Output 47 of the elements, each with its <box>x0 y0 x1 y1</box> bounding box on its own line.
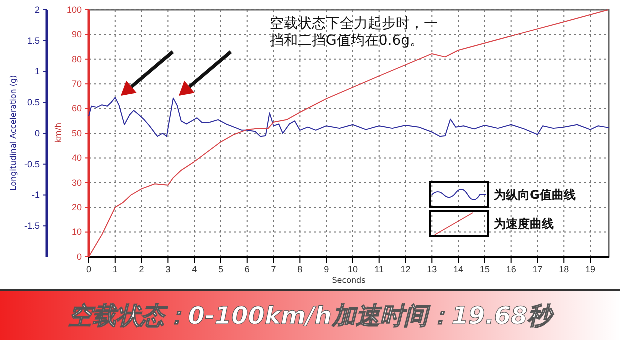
x-tick-label: 1 <box>112 264 118 274</box>
x-tick-label: 19 <box>586 264 596 274</box>
legend-label: 为速度曲线 <box>494 217 554 231</box>
annotation: 空载状态下全力起步时，一挡和二挡G值均在0.6g。 <box>270 16 438 49</box>
y-tick-label: 0 <box>34 128 40 138</box>
text: 空载状态：0-100km/h加速时间：19.68秒 <box>68 302 555 330</box>
y2-tick-label: 80 <box>72 54 82 64</box>
x-tick-label: 13 <box>427 264 438 274</box>
y2-tick-label: 40 <box>72 153 82 164</box>
y2-tick-label: 90 <box>72 30 82 40</box>
x-tick-label: 6 <box>244 264 250 274</box>
y2-axis-title: km/h <box>54 122 63 144</box>
x-tick-label: 9 <box>324 264 330 274</box>
legend-label: 为纵向G值曲线 <box>494 188 576 202</box>
y-tick-label: -1.5 <box>24 221 40 232</box>
x-tick-label: 10 <box>348 264 358 274</box>
x-tick-label: 0 <box>86 264 92 274</box>
x-tick-label: 14 <box>454 264 464 274</box>
x-tick-label: 7 <box>271 264 276 274</box>
y2-tick-label: 0 <box>76 252 82 262</box>
y-tick-label: -0.5 <box>24 159 40 170</box>
x-tick-label: 12 <box>400 264 411 274</box>
y2-tick-label: 30 <box>72 178 82 188</box>
y-tick-label: 1 <box>34 66 40 77</box>
y2-tick-label: 10 <box>72 227 82 238</box>
x-tick-label: 15 <box>480 264 490 274</box>
y-axis-title: Longitudinal Acceleration (g) <box>9 75 18 191</box>
x-tick-label: 4 <box>192 264 198 274</box>
line-series <box>88 97 610 138</box>
x-tick-label: 8 <box>298 264 303 274</box>
x-tick-label: 3 <box>166 264 171 274</box>
y-tick-label: 0.5 <box>27 98 40 108</box>
x-tick-label: 18 <box>559 264 570 274</box>
y2-tick-label: 20 <box>72 202 82 212</box>
y2-tick-label: 70 <box>72 78 82 89</box>
y2-tick-label: 50 <box>72 128 82 138</box>
y-tick-label: 1.5 <box>27 36 40 46</box>
x-tick-label: 17 <box>532 264 543 274</box>
y-tick-label: 2 <box>34 4 40 15</box>
y-tick-label: -1 <box>32 190 40 200</box>
x-tick-label: 2 <box>139 264 144 274</box>
y2-tick-label: 100 <box>66 4 82 15</box>
x-axis-title: Seconds <box>332 276 366 285</box>
y2-tick-label: 60 <box>72 104 82 114</box>
x-tick-label: 11 <box>374 264 384 274</box>
x-tick-label: 5 <box>218 264 224 274</box>
x-tick-label: 16 <box>506 264 516 274</box>
